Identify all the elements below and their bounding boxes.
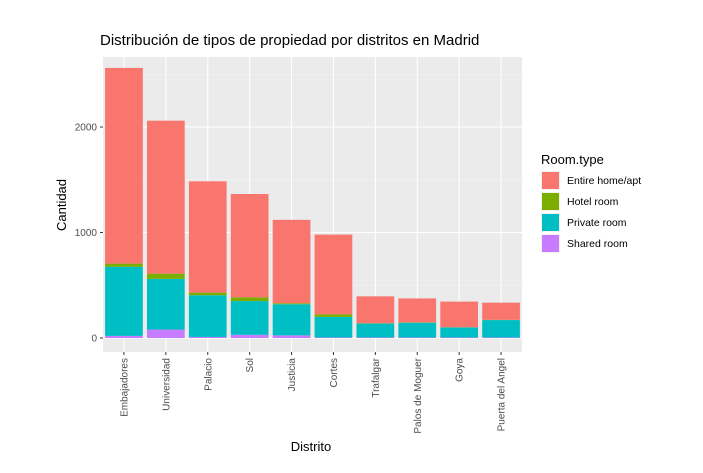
- y-axis-ticks: 0 1000 2000: [75, 123, 103, 345]
- bar-segment-hotel-room: [230, 297, 269, 302]
- bar-segment-private-room: [105, 266, 143, 336]
- bar-segment-hotel-room: [188, 292, 227, 296]
- bar-segment-shared-room: [356, 337, 395, 338]
- legend-swatch: [542, 193, 559, 210]
- bar-segment-private-room: [356, 323, 395, 338]
- y-tick-label: 2000: [75, 123, 98, 134]
- legend-swatch: [542, 214, 559, 231]
- legend: Room.type Entire home/apt Hotel room Priva…: [541, 152, 641, 253]
- bar-segment-private-room: [314, 316, 353, 338]
- bar-segment-private-room: [482, 320, 520, 338]
- x-tick-label: Justicia: [287, 358, 298, 392]
- bars: [105, 67, 520, 338]
- bar-segment-shared-room: [440, 337, 479, 338]
- legend-label: Hotel room: [567, 196, 619, 208]
- legend-title: Room.type: [541, 152, 604, 167]
- bar-segment-shared-room: [314, 337, 353, 338]
- legend-swatch: [542, 172, 559, 189]
- bar-segment-shared-room: [146, 329, 185, 338]
- bar-segment-private-room: [398, 322, 437, 338]
- x-tick-label: Sol: [245, 358, 256, 372]
- y-tick-label: 0: [91, 334, 97, 345]
- bar-segment-private-room: [440, 327, 479, 338]
- bar-segment-hotel-room: [105, 263, 143, 267]
- x-tick-label: Goya: [455, 358, 466, 382]
- x-axis-ticks: Embajadores Universidad Palacio Sol Justicia…: [119, 352, 508, 434]
- bar-segment-shared-room: [398, 337, 437, 338]
- bar-segment-private-room: [146, 278, 185, 330]
- bar-segment-entire-home-apt: [272, 219, 311, 304]
- chart-title: Distribución de tipos de propiedad por d…: [100, 32, 479, 49]
- bar-segment-entire-home-apt: [188, 181, 227, 293]
- x-tick-label: Universidad: [161, 358, 172, 411]
- x-tick-label: Palacio: [203, 358, 214, 391]
- y-axis-title: Cantidad: [54, 179, 69, 231]
- bar-segment-private-room: [188, 295, 227, 337]
- bar-segment-entire-home-apt: [314, 234, 353, 315]
- bar-segment-shared-room: [105, 335, 143, 338]
- bar-segment-private-room: [230, 301, 269, 335]
- legend-label: Shared room: [567, 238, 628, 250]
- bar-segment-entire-home-apt: [105, 67, 143, 264]
- bar-segment-hotel-room: [146, 273, 185, 279]
- bar-segment-private-room: [272, 304, 311, 336]
- bar-segment-entire-home-apt: [398, 298, 437, 323]
- x-tick-label: Embajadores: [119, 358, 130, 417]
- legend-swatch: [542, 235, 559, 252]
- legend-label: Private room: [567, 217, 627, 229]
- bar-segment-entire-home-apt: [440, 301, 479, 328]
- bar-segment-shared-room: [272, 335, 311, 338]
- bar-segment-shared-room: [482, 337, 520, 338]
- bar-segment-hotel-room: [272, 303, 311, 305]
- bar-segment-shared-room: [230, 334, 269, 338]
- bar-segment-shared-room: [188, 336, 227, 338]
- x-tick-label: Puerta del Angel: [497, 358, 508, 431]
- x-tick-label: Palos de Moguer: [413, 357, 424, 433]
- x-tick-label: Trafalgar: [371, 357, 382, 397]
- bar-segment-entire-home-apt: [356, 296, 395, 324]
- legend-label: Entire home/apt: [567, 175, 641, 187]
- bar-segment-entire-home-apt: [482, 302, 520, 320]
- x-axis-title: Distrito: [291, 439, 331, 454]
- y-tick-label: 1000: [75, 228, 98, 239]
- bar-segment-entire-home-apt: [146, 120, 185, 274]
- x-tick-label: Cortes: [329, 358, 340, 387]
- bar-segment-hotel-room: [314, 314, 353, 317]
- bar-segment-entire-home-apt: [230, 193, 269, 298]
